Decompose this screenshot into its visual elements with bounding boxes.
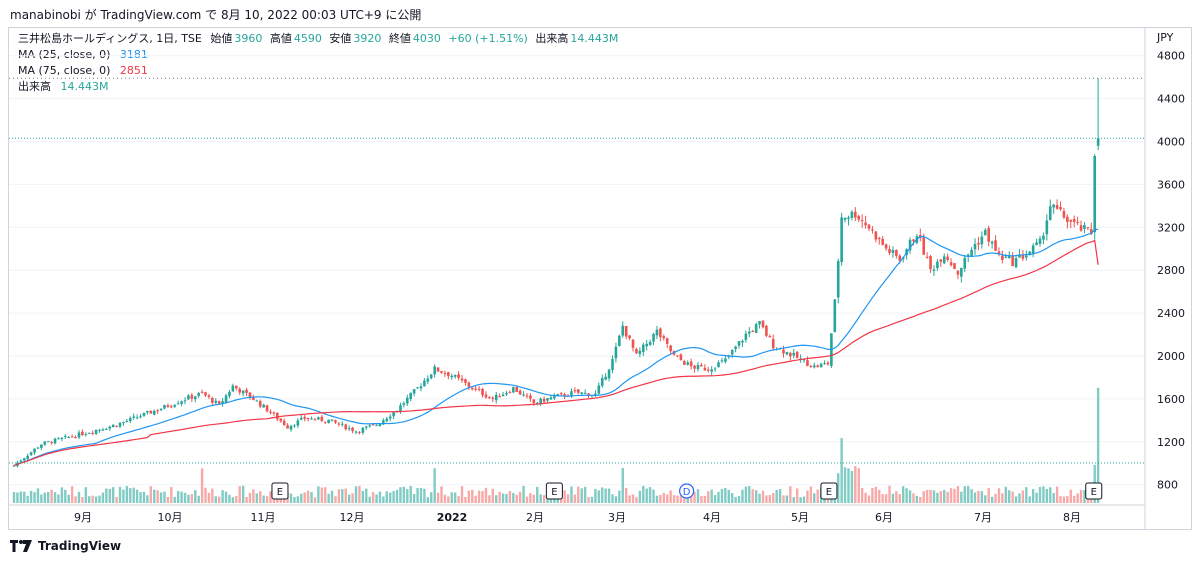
tradingview-footer[interactable]: TradingView [10, 539, 121, 553]
volume-label: 出来高 [535, 32, 569, 45]
close-label: 終値 [388, 32, 411, 45]
publish-header: manabinobi が TradingView.com で 8月 10, 20… [10, 8, 422, 22]
high-value: 4590 [293, 32, 322, 45]
chart-frame[interactable] [8, 27, 1192, 530]
symbol-legend: 三井松島ホールディングス, 1日, TSE 始値 3960 高値 4590 安値 39… [18, 31, 618, 47]
volume-legend-label: 出来高 [18, 80, 51, 93]
open-value: 3960 [234, 32, 263, 45]
ma25-legend[interactable]: MA (25, close, 0) 3181 [18, 47, 148, 63]
change-value: +60 (+1.51%) [448, 32, 528, 45]
close-value: 4030 [412, 32, 441, 45]
high-label: 高値 [269, 32, 292, 45]
low-label: 安値 [329, 32, 352, 45]
ma75-value: 2851 [119, 64, 148, 77]
ma75-legend[interactable]: MA (75, close, 0) 2851 [18, 63, 148, 79]
symbol-name: 三井松島ホールディングス, 1日, TSE [18, 32, 202, 45]
volume-value: 14.443M [570, 32, 619, 45]
tradingview-logo-icon [10, 540, 32, 552]
low-value: 3920 [353, 32, 382, 45]
ma25-value: 3181 [119, 48, 148, 61]
open-label: 始値 [210, 32, 233, 45]
ma75-label: MA (75, close, 0) [18, 64, 111, 77]
volume-legend-value: 14.443M [60, 80, 109, 93]
ma25-label: MA (25, close, 0) [18, 48, 111, 61]
brand-name: TradingView [38, 539, 122, 553]
volume-legend[interactable]: 出来高 14.443M [18, 79, 108, 95]
